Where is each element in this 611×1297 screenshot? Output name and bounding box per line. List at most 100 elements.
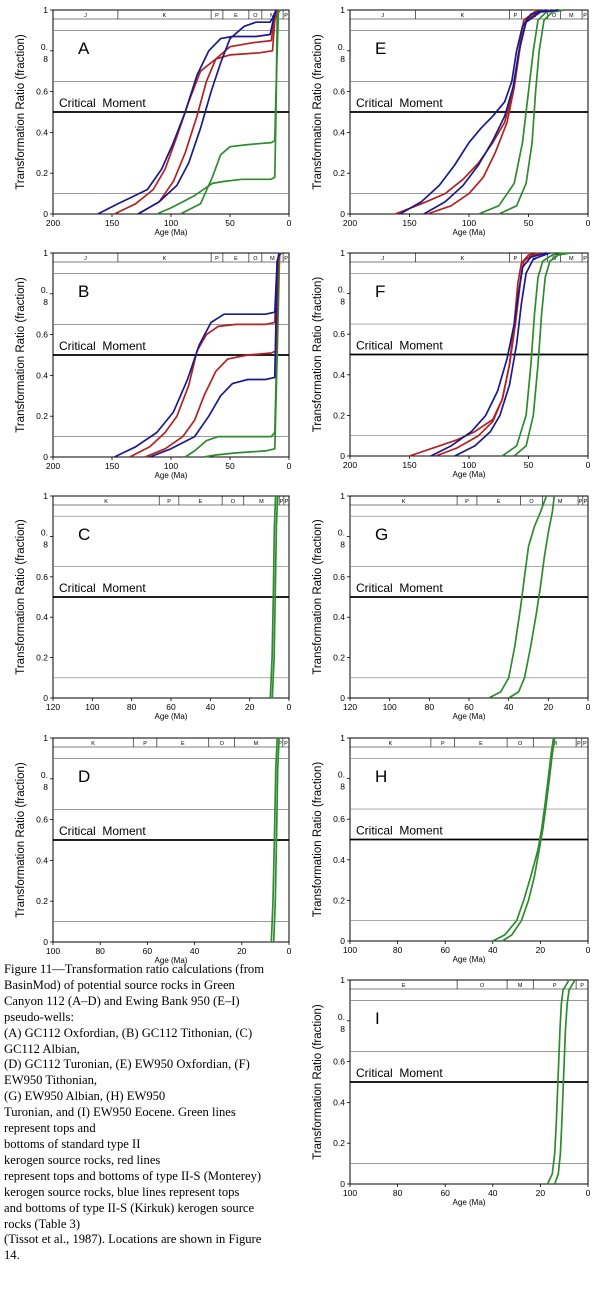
x-tick-label: 40 xyxy=(488,1188,498,1198)
panel-letter: E xyxy=(375,39,386,58)
x-tick-label: 60 xyxy=(464,702,474,712)
x-tick-label: 150 xyxy=(105,218,119,228)
period-label: M xyxy=(270,256,275,262)
x-tick-label: 60 xyxy=(143,946,153,956)
y-axis-title: Transformation Ratio (fraction) xyxy=(312,1004,324,1160)
x-axis-title: Age (Ma) xyxy=(453,712,486,721)
caption-line: represent tops and xyxy=(4,1121,96,1136)
y-tick-label: 8 xyxy=(340,297,345,307)
y-tick-label: 1 xyxy=(43,491,48,501)
caption-line: EW950 Tithonian, xyxy=(4,1073,98,1088)
caption-line: BasinMod) of potential source rocks in G… xyxy=(4,977,235,992)
series-line xyxy=(427,9,553,215)
series-line xyxy=(272,737,280,943)
panel-letter: B xyxy=(78,282,89,301)
x-tick-label: 0 xyxy=(287,946,292,956)
y-tick-label: 8 xyxy=(43,539,48,549)
y-tick-label: 0.2 xyxy=(333,895,345,905)
period-label: P xyxy=(583,741,587,747)
y-tick-label: 0.6 xyxy=(36,330,48,340)
x-tick-label: 50 xyxy=(524,218,534,228)
x-tick-label: 0 xyxy=(586,1188,591,1198)
period-label: P xyxy=(583,13,587,19)
x-axis-title: Age (Ma) xyxy=(453,470,486,479)
caption-line: (Tissot et al., 1987). Locations are sho… xyxy=(4,1232,262,1247)
y-axis-title: Transformation Ratio (fraction) xyxy=(312,762,324,918)
y-axis-title: Transformation Ratio (fraction) xyxy=(312,519,324,675)
series-line xyxy=(501,737,556,942)
y-tick-label: 0.6 xyxy=(36,572,48,582)
period-label: P xyxy=(215,13,219,19)
series-line xyxy=(180,9,282,215)
series-line xyxy=(137,9,277,215)
caption-line: Canyon 112 (A–D) and Ewing Bank 950 (E–I… xyxy=(4,993,240,1008)
x-tick-label: 200 xyxy=(46,461,60,471)
x-tick-label: 50 xyxy=(225,218,235,228)
period-label: E xyxy=(234,13,238,19)
x-tick-label: 0 xyxy=(287,702,292,712)
series-line xyxy=(114,252,281,458)
caption-line: pseudo-wells: xyxy=(4,1009,74,1024)
period-label: P xyxy=(577,741,581,747)
y-tick-label: 0. xyxy=(41,527,48,537)
caption-line: (D) GC112 Turonian, (E) EW950 Oxfordian,… xyxy=(4,1057,250,1072)
series-line xyxy=(454,252,551,457)
x-tick-label: 40 xyxy=(488,945,498,955)
x-tick-label: 80 xyxy=(127,702,137,712)
critical-moment-label: Critical Moment xyxy=(59,824,146,838)
x-tick-label: 0 xyxy=(287,461,292,471)
x-tick-label: 150 xyxy=(402,460,416,470)
caption-line: 14. xyxy=(4,1248,20,1263)
period-label: E xyxy=(181,741,185,747)
period-label: J xyxy=(84,256,87,262)
caption-line: GC112 Albian, xyxy=(4,1041,80,1056)
panel-letter: D xyxy=(78,767,90,786)
critical-moment-label: Critical Moment xyxy=(356,824,443,838)
period-label: P xyxy=(278,741,282,747)
period-label: P xyxy=(284,741,288,747)
period-label: E xyxy=(497,499,501,505)
y-tick-label: 0 xyxy=(340,693,345,703)
panel-letter: H xyxy=(375,767,387,786)
period-label: J xyxy=(381,256,384,262)
critical-moment-label: Critical Moment xyxy=(356,339,443,353)
period-label: P xyxy=(514,13,518,19)
y-tick-label: 0.2 xyxy=(333,168,345,178)
y-tick-label: 8 xyxy=(340,782,345,792)
period-label: O xyxy=(480,983,485,989)
x-tick-label: 100 xyxy=(462,218,476,228)
series-line xyxy=(513,252,571,457)
x-tick-label: 100 xyxy=(164,218,178,228)
caption-line: kerogen source rocks, red lines xyxy=(4,1152,161,1167)
y-tick-label: 0.6 xyxy=(36,87,48,97)
x-tick-label: 200 xyxy=(343,460,357,470)
series-line xyxy=(492,737,555,942)
y-tick-label: 8 xyxy=(43,782,48,792)
x-tick-label: 100 xyxy=(462,460,476,470)
figure-caption: Figure 11—Transformation ratio calculati… xyxy=(4,962,302,1264)
x-tick-label: 40 xyxy=(504,702,514,712)
critical-moment-label: Critical Moment xyxy=(59,96,146,110)
y-tick-label: 0.2 xyxy=(36,896,48,906)
y-tick-label: 0. xyxy=(338,527,345,537)
x-tick-label: 80 xyxy=(393,945,403,955)
y-tick-label: 1 xyxy=(340,733,345,743)
x-tick-label: 100 xyxy=(46,946,60,956)
series-line xyxy=(501,252,567,457)
y-tick-label: 0.2 xyxy=(333,653,345,663)
period-label: P xyxy=(441,741,445,747)
series-line xyxy=(203,252,283,458)
series-line xyxy=(137,9,277,215)
series-line xyxy=(508,495,556,699)
x-tick-label: 100 xyxy=(164,461,178,471)
period-label: O xyxy=(220,741,225,747)
caption-line: and bottoms of type II-S (Kirkuk) keroge… xyxy=(4,1200,255,1215)
series-line xyxy=(553,979,576,1185)
period-label: O xyxy=(552,13,557,19)
y-tick-label: 0.4 xyxy=(333,855,345,865)
